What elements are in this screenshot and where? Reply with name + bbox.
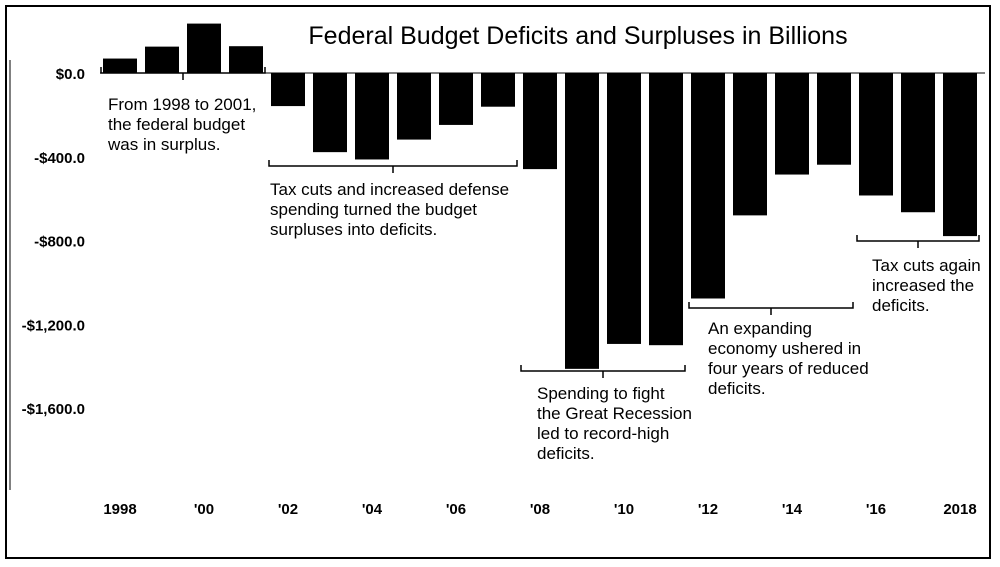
bar-2005 [397,73,431,140]
x-tick-labels: 1998 '00 '02 '04 '06 '08 '10 '12 '14 '16 2018 [103,501,976,518]
annotation-text-line: surpluses into deficits. [270,220,437,239]
x-tick-label: '14 [782,501,803,518]
bars [103,23,977,369]
annotation-text-line: led to record-high [537,424,669,443]
bar-2017 [901,73,935,213]
annotation-bracket [856,235,980,248]
bar-2001 [229,46,263,73]
bar-2008 [523,73,557,170]
y-tick-label: -$1,600.0 [22,401,85,418]
x-tick-label: 1998 [103,501,136,518]
bar-2010 [607,73,641,344]
annotation-text-line: Spending to fight [537,384,665,403]
x-tick-label: '00 [194,501,214,518]
x-tick-label: '04 [362,501,383,518]
annotation-bracket [688,302,854,315]
annotation-bracket [100,67,266,80]
annotation-text-line: the Great Recession [537,404,692,423]
bar-2013 [733,73,767,216]
y-tick-label: -$1,200.0 [22,317,85,334]
annotation-bracket [520,365,686,378]
x-tick-label: '12 [698,501,718,518]
x-tick-label: '06 [446,501,466,518]
bar-2018 [943,73,977,237]
bar-2011 [649,73,683,346]
annotation-bracket [268,160,518,173]
bar-2000 [187,23,221,73]
annotation-text-line: economy ushered in [708,339,861,358]
annotation-text-line: deficits. [872,296,930,315]
bar-2009 [565,73,599,369]
annotation-text-line: spending turned the budget [270,200,477,219]
annotation-text-line: the federal budget [108,115,245,134]
bar-2007 [481,73,515,107]
x-tick-label: '10 [614,501,634,518]
annotations: From 1998 to 2001,the federal budgetwas … [100,67,981,463]
y-tick-label: $0.0 [56,66,85,83]
annotation-text-line: deficits. [708,379,766,398]
x-tick-label: 2018 [943,501,976,518]
annotation-text-line: increased the [872,276,974,295]
x-tick-label: '02 [278,501,298,518]
annotation-text-line: An expanding [708,319,812,338]
annotation-text-line: Tax cuts again [872,256,981,275]
x-tick-label: '16 [866,501,886,518]
y-tick-label: -$400.0 [34,150,85,167]
bar-2012 [691,73,725,299]
bar-2002 [271,73,305,107]
chart-title: Federal Budget Deficits and Surpluses in… [308,22,847,50]
annotation-text-line: deficits. [537,444,595,463]
bar-2016 [859,73,893,196]
annotation-text-line: four years of reduced [708,359,869,378]
bar-2003 [313,73,347,153]
bar-2015 [817,73,851,165]
bar-2004 [355,73,389,160]
y-tick-labels: $0.0 -$400.0 -$800.0 -$1,200.0 -$1,600.0 [22,66,85,418]
annotation-text-line: Tax cuts and increased defense [270,180,509,199]
bar-2014 [775,73,809,175]
annotation-text-line: was in surplus. [107,135,220,154]
bar-1998 [103,58,137,73]
bar-2006 [439,73,473,125]
x-tick-label: '08 [530,501,550,518]
annotation-text-line: From 1998 to 2001, [108,95,256,114]
bar-1999 [145,46,179,73]
y-tick-label: -$800.0 [34,234,85,251]
